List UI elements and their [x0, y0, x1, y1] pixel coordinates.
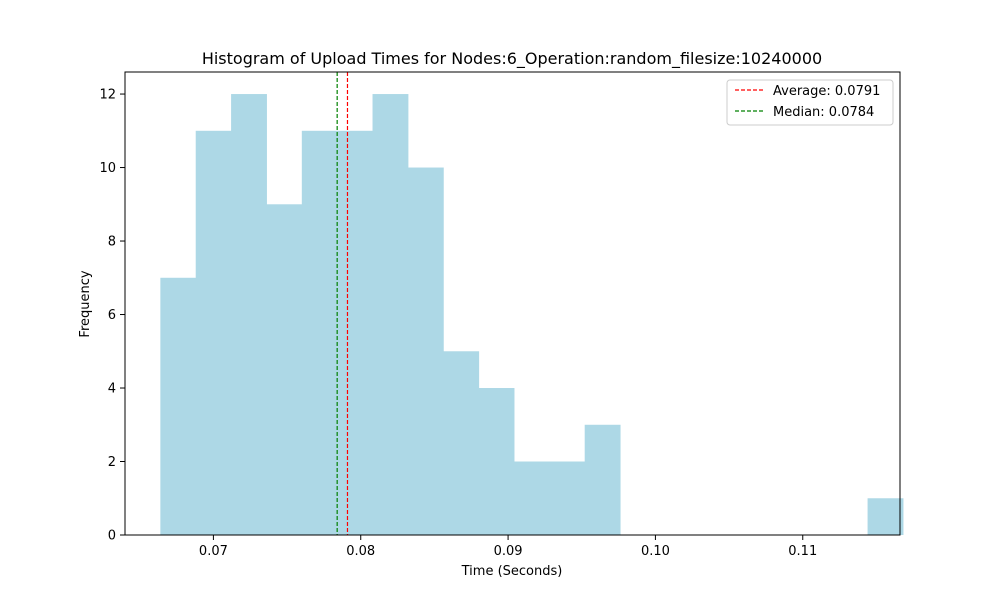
histogram-bar: [301, 130, 338, 536]
y-tick-label: 4: [108, 382, 116, 397]
histogram-bar: [478, 388, 515, 535]
chart-title: Histogram of Upload Times for Nodes:6_Op…: [202, 49, 822, 69]
legend: Average: 0.0791 Median: 0.0784: [726, 79, 894, 126]
bars-group: [160, 94, 904, 536]
x-axis-label: Time (Seconds): [461, 564, 563, 579]
histogram-bar: [160, 277, 197, 535]
legend-median-label: Median: 0.0784: [773, 105, 874, 120]
histogram-bar: [195, 130, 232, 536]
histogram-bar: [549, 461, 586, 535]
x-tick-label: 0.11: [788, 544, 817, 559]
histogram-bar: [407, 167, 444, 536]
x-tick-label: 0.09: [494, 544, 523, 559]
y-tick-label: 8: [108, 235, 116, 250]
histogram-bar: [443, 351, 480, 535]
histogram-bar: [266, 204, 303, 536]
histogram-bar: [513, 461, 550, 535]
y-tick-label: 0: [108, 529, 116, 544]
y-tick-label: 12: [99, 88, 116, 103]
reference-lines-group: [336, 72, 349, 535]
legend-box: [726, 79, 894, 126]
y-ticks-group: 0 2 4 6 8 10 12: [99, 88, 125, 544]
histogram-bar: [867, 498, 904, 535]
y-tick-label: 6: [108, 308, 116, 323]
histogram-bar: [372, 94, 409, 536]
legend-average-label: Average: 0.0791: [773, 84, 880, 99]
histogram-bar: [231, 94, 267, 536]
y-tick-label: 2: [108, 455, 116, 470]
y-axis-label: Frequency: [78, 270, 93, 337]
histogram-bar: [584, 424, 621, 535]
x-tick-label: 0.08: [346, 544, 375, 559]
y-tick-label: 10: [99, 161, 116, 176]
axes-frame: [124, 71, 901, 536]
x-tick-label: 0.10: [641, 544, 670, 559]
histogram-bar: [337, 130, 374, 536]
x-ticks-group: 0.07 0.08 0.09 0.10 0.11: [199, 535, 817, 559]
x-tick-label: 0.07: [199, 544, 228, 559]
